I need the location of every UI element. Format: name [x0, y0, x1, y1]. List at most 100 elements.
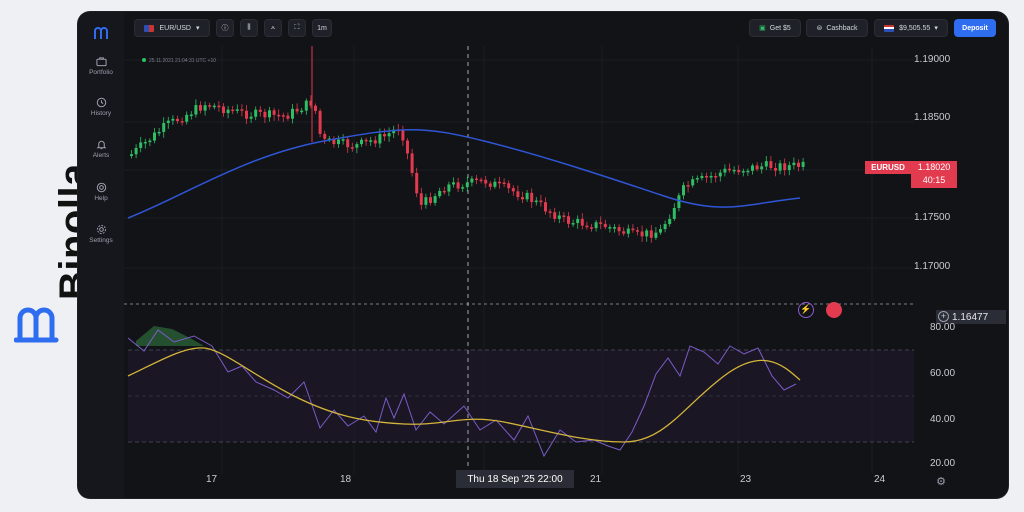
sidebar-item-alerts[interactable]: Alerts	[78, 139, 124, 159]
symbol-selector[interactable]: EUR/USD ▾	[134, 19, 210, 37]
fullscreen-button[interactable]: ⛶	[288, 19, 306, 37]
candle-body	[548, 211, 552, 213]
candle-body	[525, 192, 529, 200]
interval-button[interactable]: 1m	[312, 19, 332, 37]
candle-body	[139, 142, 143, 148]
candle-body	[300, 110, 304, 113]
deposit-button[interactable]: Deposit	[954, 19, 996, 37]
candle-body	[755, 165, 759, 170]
eur-usd-flag-icon	[144, 24, 155, 32]
candle-body	[401, 130, 405, 141]
candle-body	[511, 188, 515, 192]
indicators-button[interactable]: ⫼	[240, 19, 258, 37]
candle-body	[640, 231, 644, 237]
candle-body	[479, 179, 483, 182]
price-level-label: 1.17500	[914, 212, 951, 223]
balance-value: $9,505.55	[899, 24, 931, 32]
chart-settings-icon[interactable]: ⚙	[936, 476, 946, 488]
candle-body	[373, 140, 377, 144]
chart-area[interactable]: 25.11.2021 21:04:31 UTC +10 EURUSD 1.180…	[124, 46, 1008, 498]
candle-body	[608, 227, 612, 229]
candle-body	[567, 216, 570, 224]
candle-body	[332, 138, 336, 145]
candle-body	[792, 162, 796, 166]
candle-body	[176, 118, 179, 122]
candle-body	[295, 108, 299, 112]
cashback-button[interactable]: ⊜ Cashback	[806, 19, 868, 37]
candle-body	[590, 227, 593, 229]
candle-body	[203, 105, 207, 111]
info-button[interactable]: ⓘ	[216, 19, 234, 37]
candle-body	[277, 114, 281, 117]
candle-body	[249, 116, 253, 119]
candle-body	[741, 171, 745, 173]
candle-body	[456, 182, 460, 189]
candle-body	[783, 163, 787, 171]
candle-body	[580, 218, 584, 226]
drawing-tools-button[interactable]: ⟑	[264, 19, 282, 37]
candle-body	[507, 183, 511, 189]
us-event-flag-icon[interactable]	[826, 302, 842, 318]
sidebar-item-history[interactable]: History	[78, 97, 124, 117]
balance-selector[interactable]: $9,505.55 ▾	[874, 19, 948, 37]
candle-body	[148, 140, 152, 143]
add-alert-icon[interactable]: +	[938, 311, 949, 322]
candle-body	[153, 132, 156, 141]
candle-body	[314, 105, 317, 111]
candle-body	[465, 182, 469, 188]
sidebar-item-label: Portfolio	[89, 69, 113, 76]
candle-body	[415, 172, 419, 194]
symbol-label: EUR/USD	[159, 24, 191, 32]
candle-body	[746, 170, 750, 173]
candle-body	[438, 190, 442, 197]
candle-body	[429, 197, 432, 203]
candle-body	[801, 161, 805, 167]
candle-body	[410, 153, 414, 173]
candle-body	[424, 197, 428, 205]
candle-body	[470, 178, 474, 183]
crosshair-time-label: Thu 18 Sep '25 22:00	[456, 470, 574, 488]
sidebar-item-label: Settings	[89, 237, 113, 244]
rsi-ma-line	[127, 347, 801, 443]
price-level-label: 1.17000	[914, 261, 951, 272]
candle-body	[530, 192, 534, 203]
candle-body	[778, 163, 782, 171]
gift-icon: ▣	[759, 25, 766, 32]
candle-body	[737, 169, 741, 173]
x-axis-day-label: 21	[590, 474, 602, 485]
chevron-down-icon: ▾	[196, 25, 200, 32]
candle-body	[705, 175, 708, 178]
candle-body	[318, 110, 322, 134]
lightning-icon[interactable]: ⚡	[798, 302, 814, 318]
candle-body	[387, 133, 391, 137]
price-chart[interactable]	[124, 46, 1008, 498]
candle-body	[553, 212, 557, 219]
candle-body	[235, 109, 239, 111]
candle-body	[157, 131, 161, 134]
expand-icon: ⛶	[294, 24, 300, 31]
candle-body	[502, 182, 506, 185]
candle-body	[346, 139, 350, 148]
candle-body	[695, 178, 699, 180]
cashback-label: Cashback	[826, 24, 858, 32]
sidebar-item-settings[interactable]: Settings	[78, 224, 124, 244]
sidebar-item-portfolio[interactable]: Portfolio	[78, 56, 124, 76]
get-bonus-button[interactable]: ▣ Get $5	[749, 19, 801, 37]
candle-body	[686, 185, 690, 187]
x-axis-day-label: 18	[340, 474, 352, 485]
rsi-level-label: 40.00	[930, 414, 956, 425]
candle-body	[171, 118, 175, 121]
binolla-logo-icon	[14, 307, 59, 343]
candle-body	[728, 168, 731, 171]
gear-icon	[96, 224, 106, 235]
sidebar-item-help[interactable]: Help	[78, 182, 124, 202]
moving-average-line	[127, 129, 801, 219]
candle-body	[268, 110, 271, 118]
candle-body	[599, 222, 603, 224]
candle-body	[539, 200, 543, 203]
app-logo-icon[interactable]	[93, 26, 109, 40]
candle-body	[240, 109, 244, 111]
candle-body	[245, 110, 248, 119]
candle-body	[452, 182, 455, 185]
candle-body	[622, 231, 626, 234]
